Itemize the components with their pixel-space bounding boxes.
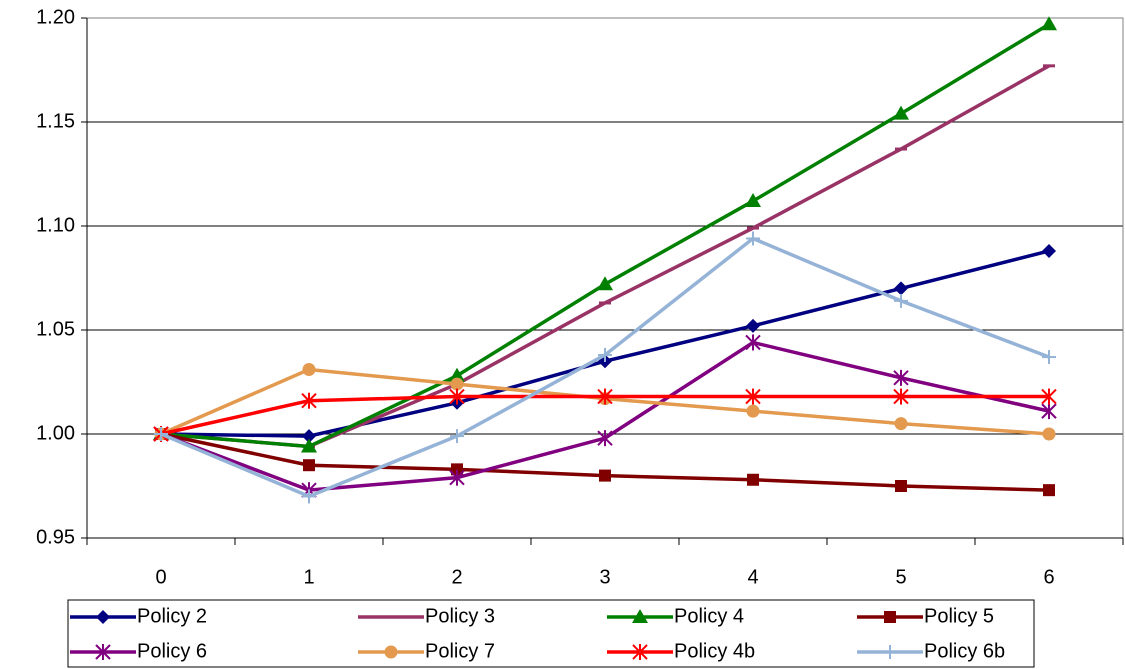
- data-point: [746, 404, 760, 418]
- marker-shape: [893, 105, 909, 120]
- legend-label: Policy 6b: [924, 640, 1005, 662]
- data-point: [894, 281, 908, 296]
- y-tick-label: 1.05: [36, 318, 75, 340]
- marker-shape: [1042, 243, 1056, 258]
- legend-marker: [95, 644, 111, 660]
- legend-marker: [883, 645, 897, 659]
- data-point: [599, 469, 611, 482]
- data-point: [893, 369, 909, 386]
- marker-shape: [746, 318, 760, 333]
- data-point: [301, 392, 317, 409]
- marker-shape: [746, 404, 760, 418]
- marker-shape: [302, 429, 316, 444]
- data-point: [451, 463, 463, 476]
- data-point: [302, 363, 316, 377]
- y-tick-label: 1.20: [36, 6, 75, 28]
- marker-shape: [599, 469, 611, 482]
- y-tick-label: 0.95: [36, 526, 75, 548]
- marker-shape: [1043, 484, 1055, 497]
- marker-shape: [451, 463, 463, 476]
- marker-shape: [597, 276, 613, 291]
- x-tick-label: 3: [599, 566, 610, 588]
- data-point: [1042, 350, 1056, 365]
- marker-shape: [450, 377, 464, 391]
- x-tick-label: 4: [747, 566, 758, 588]
- marker-shape: [96, 610, 110, 624]
- marker-shape: [384, 645, 398, 659]
- data-point: [450, 377, 464, 391]
- marker-shape: [895, 480, 907, 492]
- legend-label: Policy 3: [425, 605, 495, 627]
- data-point: [894, 417, 908, 431]
- data-point: [449, 388, 465, 405]
- data-point: [449, 469, 465, 486]
- data-point: [745, 193, 761, 208]
- legend-box: [67, 599, 1035, 668]
- data-point: [747, 473, 759, 486]
- x-tick-label: 0: [155, 566, 166, 588]
- marker-shape: [1041, 16, 1057, 31]
- legend-label: Policy 5: [924, 605, 994, 627]
- marker-shape: [1042, 427, 1056, 441]
- data-point: [1041, 403, 1057, 420]
- legend-label: Policy 2: [137, 605, 207, 627]
- data-point: [1043, 484, 1055, 497]
- x-tick-label: 5: [895, 566, 906, 588]
- data-point: [746, 318, 760, 333]
- data-point: [745, 334, 761, 351]
- x-tick-label: 2: [451, 566, 462, 588]
- data-point: [301, 438, 317, 453]
- data-point: [597, 276, 613, 291]
- y-tick-label: 1.00: [36, 422, 75, 444]
- y-tick-label: 1.15: [36, 110, 75, 132]
- data-point: [894, 293, 908, 308]
- data-point: [1042, 427, 1056, 441]
- marker-shape: [745, 193, 761, 208]
- data-point: [302, 429, 316, 444]
- data-point: [154, 427, 168, 441]
- marker-shape: [301, 438, 317, 453]
- data-point: [745, 388, 761, 405]
- legend-marker: [884, 611, 896, 623]
- marker-shape: [747, 473, 759, 486]
- legend-label: Policy 4b: [674, 640, 755, 662]
- data-point: [303, 459, 315, 472]
- data-point: [598, 347, 612, 362]
- data-point: [895, 480, 907, 492]
- x-tick-label: 6: [1043, 566, 1054, 588]
- legend-label: Policy 6: [137, 640, 207, 662]
- marker-shape: [632, 609, 648, 623]
- data-point: [597, 388, 613, 405]
- marker-shape: [449, 367, 465, 382]
- marker-shape: [894, 417, 908, 431]
- marker-shape: [884, 611, 896, 623]
- legend-marker: [96, 610, 110, 624]
- x-tick-label: 1: [303, 566, 314, 588]
- data-point: [450, 429, 464, 444]
- y-tick-label: 1.10: [36, 214, 75, 236]
- legend-marker: [632, 644, 648, 660]
- legend-label: Policy 4: [674, 605, 744, 627]
- data-point: [746, 231, 760, 246]
- data-point: [893, 388, 909, 405]
- legend-marker: [384, 645, 398, 659]
- data-point: [1041, 16, 1057, 31]
- data-point: [597, 430, 613, 447]
- legend-label: Policy 7: [425, 640, 495, 662]
- data-point: [1042, 243, 1056, 258]
- marker-shape: [303, 459, 315, 472]
- marker-shape: [894, 281, 908, 296]
- data-point: [449, 367, 465, 382]
- marker-shape: [302, 363, 316, 377]
- data-point: [302, 489, 316, 504]
- series-line: [160, 22, 1050, 449]
- legend-marker: [632, 609, 648, 623]
- data-point: [1041, 388, 1057, 405]
- data-point: [893, 105, 909, 120]
